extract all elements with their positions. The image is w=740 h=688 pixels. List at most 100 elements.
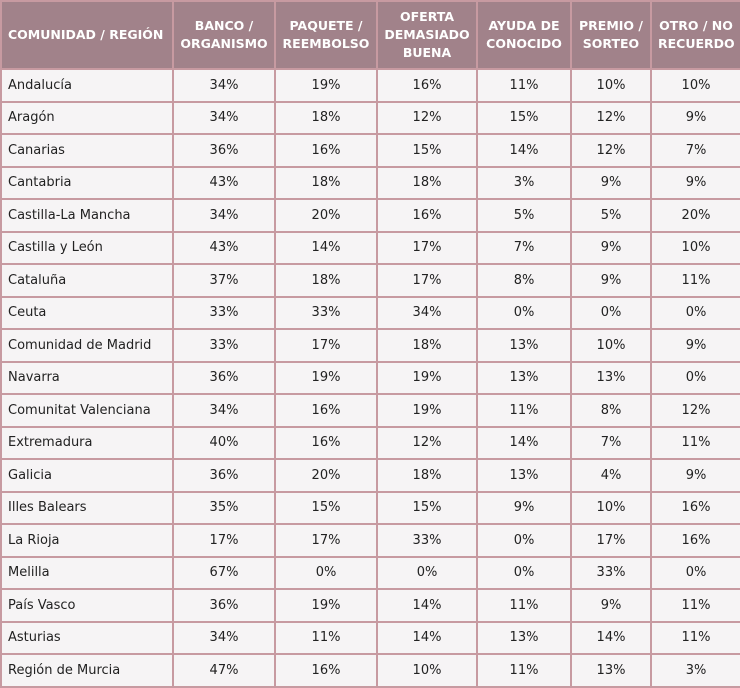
region-cell: Comunidad de Madrid	[0, 328, 174, 363]
value-cell: 10%	[376, 653, 478, 688]
value-cell: 18%	[376, 328, 478, 363]
region-cell: Comunitat Valenciana	[0, 393, 174, 428]
value-cell: 20%	[274, 198, 378, 233]
value-cell: 14%	[376, 588, 478, 623]
table-row: Comunidad de Madrid 33% 17% 18% 13% 10% 9%	[0, 328, 740, 363]
value-cell: 43%	[172, 230, 276, 265]
table-row: Canarias 36% 16% 15% 14% 12% 7%	[0, 133, 740, 168]
header-row: COMUNIDAD / REGIÓN BANCO / ORGANISMO PAQUE…	[0, 0, 740, 70]
value-cell: 10%	[570, 490, 652, 525]
value-cell: 20%	[650, 198, 740, 233]
header-cell: PREMIO / SORTEO	[570, 0, 652, 70]
value-cell: 17%	[570, 523, 652, 558]
value-cell: 0%	[376, 555, 478, 590]
value-cell: 34%	[172, 100, 276, 135]
table-row: País Vasco 36% 19% 14% 11% 9% 11%	[0, 588, 740, 623]
value-cell: 12%	[570, 133, 652, 168]
region-cell: Cantabria	[0, 165, 174, 200]
value-cell: 33%	[172, 328, 276, 363]
value-cell: 11%	[650, 588, 740, 623]
value-cell: 16%	[274, 393, 378, 428]
region-cell: Asturias	[0, 620, 174, 655]
region-cell: Melilla	[0, 555, 174, 590]
value-cell: 9%	[650, 458, 740, 493]
value-cell: 36%	[172, 588, 276, 623]
value-cell: 18%	[376, 165, 478, 200]
value-cell: 11%	[650, 620, 740, 655]
value-cell: 33%	[376, 523, 478, 558]
value-cell: 9%	[570, 263, 652, 298]
table-body: Andalucía 34% 19% 16% 11% 10% 10% Aragón 34% 18% 1…	[0, 68, 740, 688]
value-cell: 0%	[650, 295, 740, 330]
value-cell: 13%	[570, 360, 652, 395]
value-cell: 17%	[274, 328, 378, 363]
value-cell: 9%	[570, 165, 652, 200]
value-cell: 11%	[650, 263, 740, 298]
value-cell: 13%	[476, 458, 572, 493]
value-cell: 17%	[376, 263, 478, 298]
header-cell: AYUDA DE CONOCIDO	[476, 0, 572, 70]
value-cell: 9%	[650, 328, 740, 363]
region-cell: Región de Murcia	[0, 653, 174, 688]
value-cell: 40%	[172, 425, 276, 460]
value-cell: 0%	[476, 555, 572, 590]
value-cell: 47%	[172, 653, 276, 688]
value-cell: 13%	[570, 653, 652, 688]
header-cell: PAQUETE / REEMBOLSO	[274, 0, 378, 70]
table-row: Aragón 34% 18% 12% 15% 12% 9%	[0, 100, 740, 135]
value-cell: 33%	[570, 555, 652, 590]
value-cell: 10%	[650, 68, 740, 103]
table-row: Asturias 34% 11% 14% 13% 14% 11%	[0, 620, 740, 655]
value-cell: 15%	[274, 490, 378, 525]
value-cell: 19%	[274, 68, 378, 103]
value-cell: 7%	[476, 230, 572, 265]
table-row: Navarra 36% 19% 19% 13% 13% 0%	[0, 360, 740, 395]
value-cell: 12%	[570, 100, 652, 135]
value-cell: 0%	[274, 555, 378, 590]
value-cell: 14%	[570, 620, 652, 655]
value-cell: 12%	[376, 425, 478, 460]
value-cell: 7%	[650, 133, 740, 168]
value-cell: 18%	[376, 458, 478, 493]
value-cell: 34%	[172, 620, 276, 655]
header-cell: OFERTA DEMASIADO BUENA	[376, 0, 478, 70]
table-row: Región de Murcia 47% 16% 10% 11% 13% 3%	[0, 653, 740, 688]
value-cell: 12%	[650, 393, 740, 428]
value-cell: 16%	[274, 425, 378, 460]
value-cell: 9%	[650, 100, 740, 135]
value-cell: 9%	[476, 490, 572, 525]
value-cell: 10%	[570, 68, 652, 103]
value-cell: 11%	[650, 425, 740, 460]
value-cell: 0%	[476, 523, 572, 558]
value-cell: 16%	[376, 68, 478, 103]
table-row: Ceuta 33% 33% 34% 0% 0% 0%	[0, 295, 740, 330]
value-cell: 34%	[172, 68, 276, 103]
region-cell: Galicia	[0, 458, 174, 493]
value-cell: 5%	[476, 198, 572, 233]
value-cell: 16%	[650, 523, 740, 558]
table-row: Castilla-La Mancha 34% 20% 16% 5% 5% 20%	[0, 198, 740, 233]
value-cell: 43%	[172, 165, 276, 200]
table-row: La Rioja 17% 17% 33% 0% 17% 16%	[0, 523, 740, 558]
value-cell: 0%	[650, 555, 740, 590]
value-cell: 9%	[650, 165, 740, 200]
value-cell: 16%	[376, 198, 478, 233]
value-cell: 11%	[476, 653, 572, 688]
value-cell: 34%	[376, 295, 478, 330]
value-cell: 10%	[570, 328, 652, 363]
value-cell: 16%	[650, 490, 740, 525]
table-row: Extremadura 40% 16% 12% 14% 7% 11%	[0, 425, 740, 460]
value-cell: 16%	[274, 133, 378, 168]
value-cell: 34%	[172, 393, 276, 428]
region-cell: País Vasco	[0, 588, 174, 623]
value-cell: 37%	[172, 263, 276, 298]
table-row: Andalucía 34% 19% 16% 11% 10% 10%	[0, 68, 740, 103]
header-cell: COMUNIDAD / REGIÓN	[0, 0, 174, 70]
table-row: Cantabria 43% 18% 18% 3% 9% 9%	[0, 165, 740, 200]
value-cell: 35%	[172, 490, 276, 525]
value-cell: 8%	[570, 393, 652, 428]
value-cell: 14%	[476, 133, 572, 168]
region-cell: La Rioja	[0, 523, 174, 558]
value-cell: 12%	[376, 100, 478, 135]
value-cell: 9%	[570, 588, 652, 623]
